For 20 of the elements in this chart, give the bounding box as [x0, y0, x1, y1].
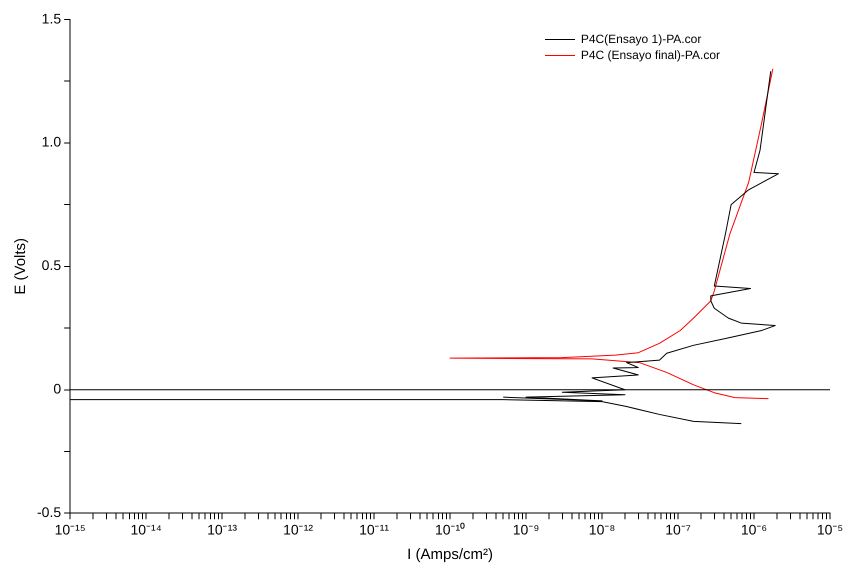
y-tick-label: -0.5 [37, 504, 62, 520]
y-tick-label: 1.5 [42, 10, 62, 26]
y-tick-label: 1.0 [42, 134, 62, 150]
y-tick-label: 0 [53, 380, 62, 397]
x-tick-label: 10⁻¹⁰ [434, 521, 466, 538]
x-tick-label: 10⁻⁵ [816, 521, 844, 538]
legend-label: P4C (Ensayo final)-PA.cor [580, 47, 720, 64]
x-tick-label: 10⁻⁸ [588, 521, 616, 538]
x-tick-label: 10⁻¹⁴ [130, 521, 162, 538]
y-axis-title: E (Volts) [12, 238, 30, 295]
x-tick-label: 10⁻¹² [283, 521, 314, 538]
x-axis-title: I (Amps/cm²) [407, 546, 493, 564]
x-tick-label: 10⁻¹¹ [359, 521, 390, 538]
y-tick-label: 0.5 [42, 257, 62, 274]
x-tick-label: 10⁻¹⁵ [54, 521, 86, 538]
x-tick-label: 10⁻⁶ [740, 521, 768, 538]
x-tick-label: 10⁻⁹ [512, 521, 540, 538]
x-tick-label: 10⁻¹³ [207, 521, 238, 538]
x-tick-label: 10⁻⁷ [665, 521, 691, 538]
legend-label: P4C(Ensayo 1)-PA.cor [580, 31, 702, 48]
